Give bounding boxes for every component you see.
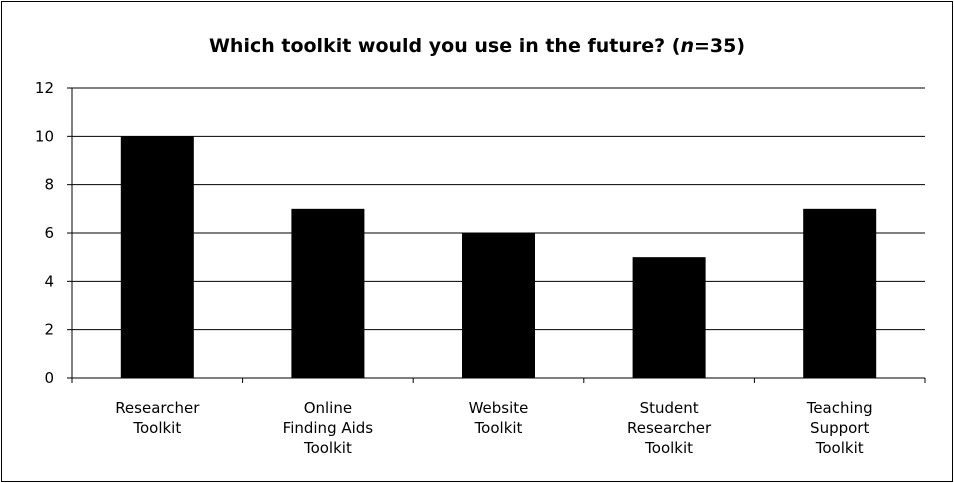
x-category-label: Toolkit: [644, 439, 693, 457]
x-category-label: Researcher: [627, 419, 712, 437]
y-tick-label: 6: [44, 224, 54, 242]
chart-title-n: n: [680, 35, 694, 57]
bar: [803, 208, 877, 378]
chart-title-n-value: =35): [693, 35, 746, 57]
bar: [291, 208, 365, 378]
bar: [632, 257, 706, 378]
x-category-label: Website: [469, 399, 529, 417]
y-tick-label: 8: [44, 176, 54, 194]
x-category-label: Support: [810, 419, 869, 437]
x-category-label: Finding Aids: [283, 419, 374, 437]
y-tick-label: 0: [44, 369, 54, 387]
x-category-label: Toolkit: [815, 439, 864, 457]
x-category-label: Researcher: [115, 399, 200, 417]
y-tick-label: 4: [44, 272, 54, 290]
bar: [120, 136, 194, 378]
x-category-label: Toolkit: [132, 419, 181, 437]
x-category-label: Student: [640, 399, 699, 417]
y-tick-label: 2: [44, 321, 54, 339]
x-category-label: Toolkit: [474, 419, 523, 437]
chart-title-main: Which toolkit would you use in the futur…: [208, 35, 681, 57]
x-category-label: Teaching: [806, 399, 873, 417]
bar: [462, 233, 535, 378]
y-tick-label: 12: [35, 79, 54, 97]
chart-title: Which toolkit would you use in the futur…: [2, 35, 952, 57]
x-category-label: Toolkit: [303, 439, 352, 457]
y-tick-label: 10: [35, 127, 54, 145]
x-category-label: Online: [304, 399, 352, 417]
